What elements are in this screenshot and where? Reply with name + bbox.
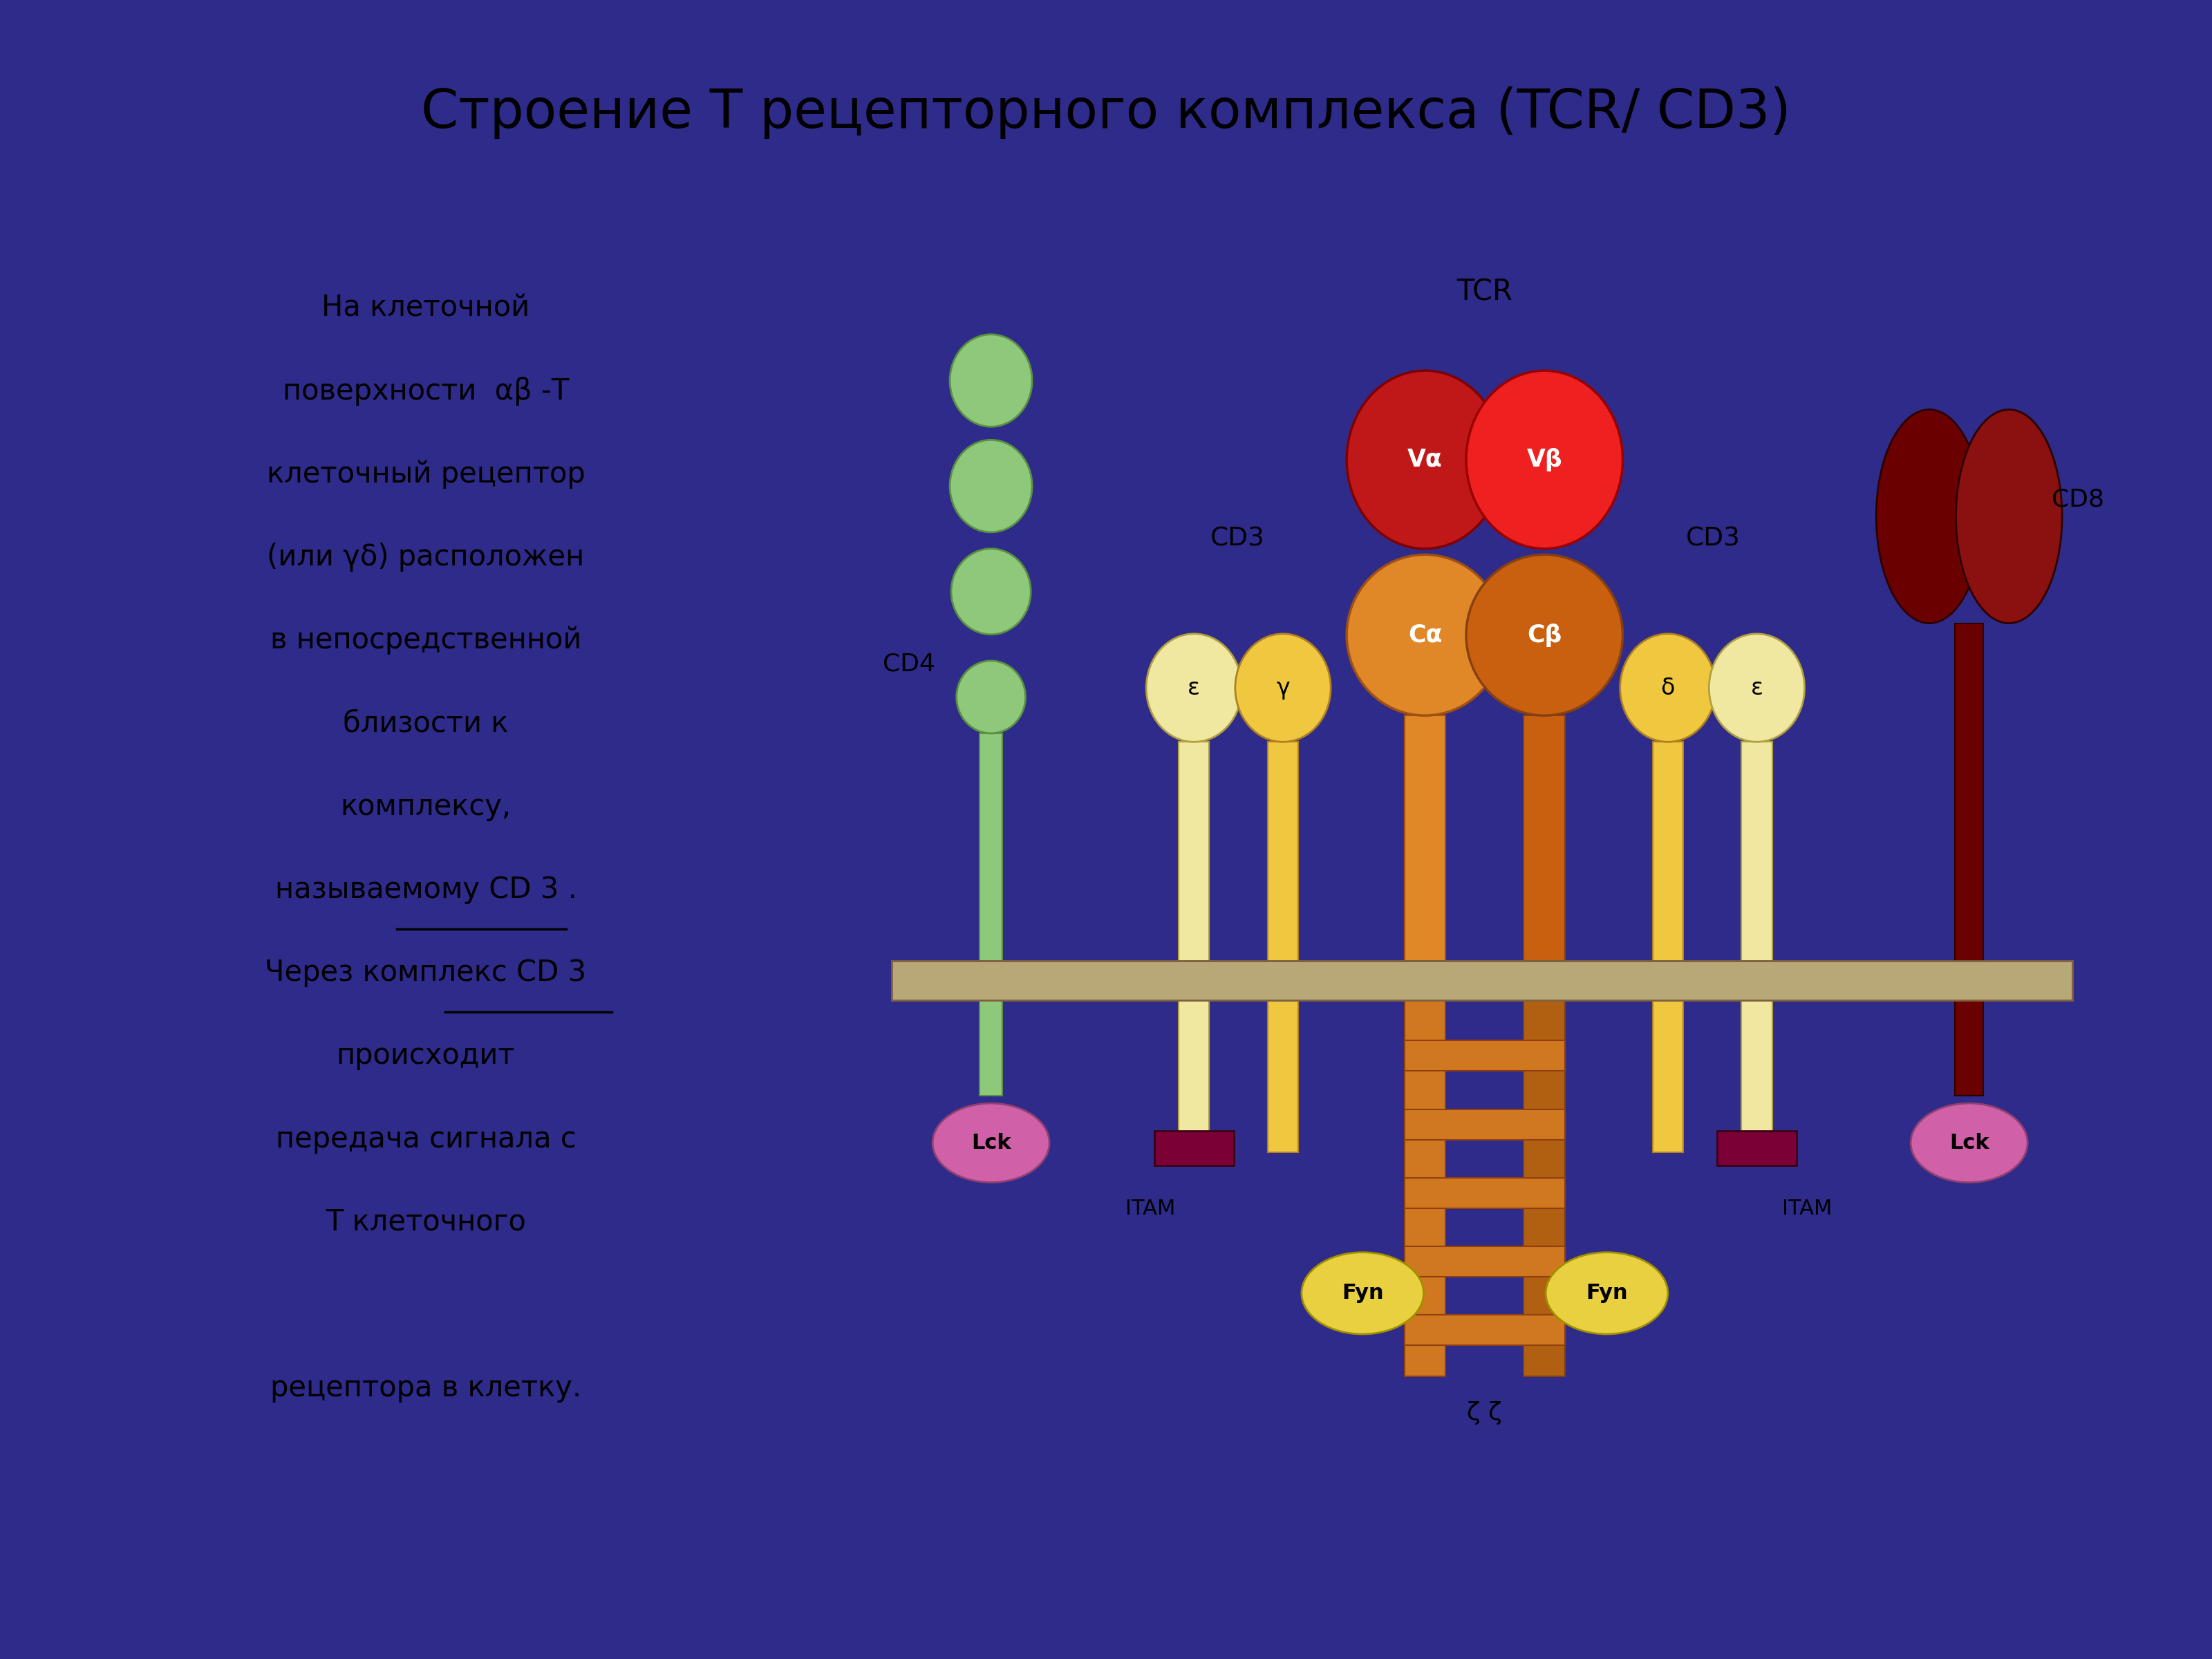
Bar xyxy=(1405,1178,1566,1208)
Bar xyxy=(1524,1000,1566,1377)
Ellipse shape xyxy=(1301,1253,1425,1334)
Text: Строение Т рецепторного комплекса (TCR/ CD3): Строение Т рецепторного комплекса (TCR/ … xyxy=(420,86,1792,139)
Text: рецептора в клетку.: рецептора в клетку. xyxy=(270,1374,582,1404)
Bar xyxy=(1652,742,1683,961)
Ellipse shape xyxy=(1234,634,1332,742)
Text: ε: ε xyxy=(1750,677,1763,698)
Ellipse shape xyxy=(1710,634,1805,742)
Ellipse shape xyxy=(1347,554,1504,715)
Bar xyxy=(980,733,1002,961)
Bar xyxy=(1717,1131,1796,1165)
Text: CD3: CD3 xyxy=(1686,526,1741,551)
Ellipse shape xyxy=(949,440,1033,533)
Bar xyxy=(980,1000,1002,1095)
Ellipse shape xyxy=(1876,410,1982,624)
Bar xyxy=(1155,1131,1234,1165)
Bar xyxy=(1405,1246,1566,1277)
Text: На клеточной: На клеточной xyxy=(321,294,531,322)
Text: Lck: Lck xyxy=(1949,1133,1989,1153)
Text: Fyn: Fyn xyxy=(1586,1282,1628,1304)
Bar xyxy=(1741,742,1772,961)
Text: CD4: CD4 xyxy=(883,652,936,675)
Bar xyxy=(1955,624,1984,961)
Text: Lck: Lck xyxy=(971,1133,1011,1153)
Bar xyxy=(1179,1000,1210,1151)
Bar xyxy=(1524,715,1566,961)
Bar xyxy=(1405,1316,1566,1345)
Ellipse shape xyxy=(933,1103,1048,1183)
Text: Vα: Vα xyxy=(1407,448,1442,471)
Ellipse shape xyxy=(1619,634,1717,742)
Bar xyxy=(891,961,2073,1000)
Bar xyxy=(1405,715,1447,961)
Text: CD3: CD3 xyxy=(1210,526,1265,551)
Text: γ: γ xyxy=(1276,677,1290,698)
Ellipse shape xyxy=(951,549,1031,634)
Text: Т клеточного: Т клеточного xyxy=(325,1208,526,1236)
Text: передача сигнала с: передача сигнала с xyxy=(276,1125,575,1153)
Bar xyxy=(1652,1000,1683,1151)
Text: Cα: Cα xyxy=(1407,624,1442,647)
Text: близости к: близости к xyxy=(343,708,509,738)
Text: в непосредственной: в непосредственной xyxy=(270,625,582,655)
Ellipse shape xyxy=(1146,634,1241,742)
Text: поверхности  αβ -Т: поверхности αβ -Т xyxy=(283,377,568,405)
Text: TCR: TCR xyxy=(1458,277,1513,307)
Text: клеточный рецептор: клеточный рецептор xyxy=(268,460,584,489)
Bar xyxy=(1267,742,1298,961)
Bar xyxy=(1179,742,1210,961)
Ellipse shape xyxy=(949,335,1033,426)
Text: ζ ζ: ζ ζ xyxy=(1467,1402,1502,1425)
Bar xyxy=(1955,1000,1984,1095)
Bar xyxy=(1267,1000,1298,1151)
Ellipse shape xyxy=(1467,554,1624,715)
Bar xyxy=(1405,1000,1447,1377)
Text: происходит: происходит xyxy=(336,1042,515,1070)
Text: комплексу,: комплексу, xyxy=(341,791,511,821)
Ellipse shape xyxy=(1955,410,2062,624)
Text: ITAM: ITAM xyxy=(1783,1199,1832,1219)
Text: (или γδ) расположен: (или γδ) расположен xyxy=(268,542,584,572)
Text: Vβ: Vβ xyxy=(1526,448,1562,471)
Text: Fyn: Fyn xyxy=(1343,1282,1382,1304)
Text: ε: ε xyxy=(1188,677,1201,698)
Bar xyxy=(1741,1000,1772,1151)
Ellipse shape xyxy=(1911,1103,2028,1183)
Ellipse shape xyxy=(956,660,1026,733)
Text: ITAM: ITAM xyxy=(1126,1199,1175,1219)
Ellipse shape xyxy=(1546,1253,1668,1334)
Text: Cβ: Cβ xyxy=(1526,624,1562,647)
Bar xyxy=(1405,1110,1566,1140)
Text: CD8: CD8 xyxy=(2053,488,2104,511)
Text: δ: δ xyxy=(1661,677,1674,698)
Ellipse shape xyxy=(1467,370,1624,549)
Bar xyxy=(1405,1040,1566,1072)
Text: называемому CD 3 .: называемому CD 3 . xyxy=(274,874,577,904)
Ellipse shape xyxy=(1347,370,1504,549)
Text: Через комплекс CD 3: Через комплекс CD 3 xyxy=(265,959,586,987)
